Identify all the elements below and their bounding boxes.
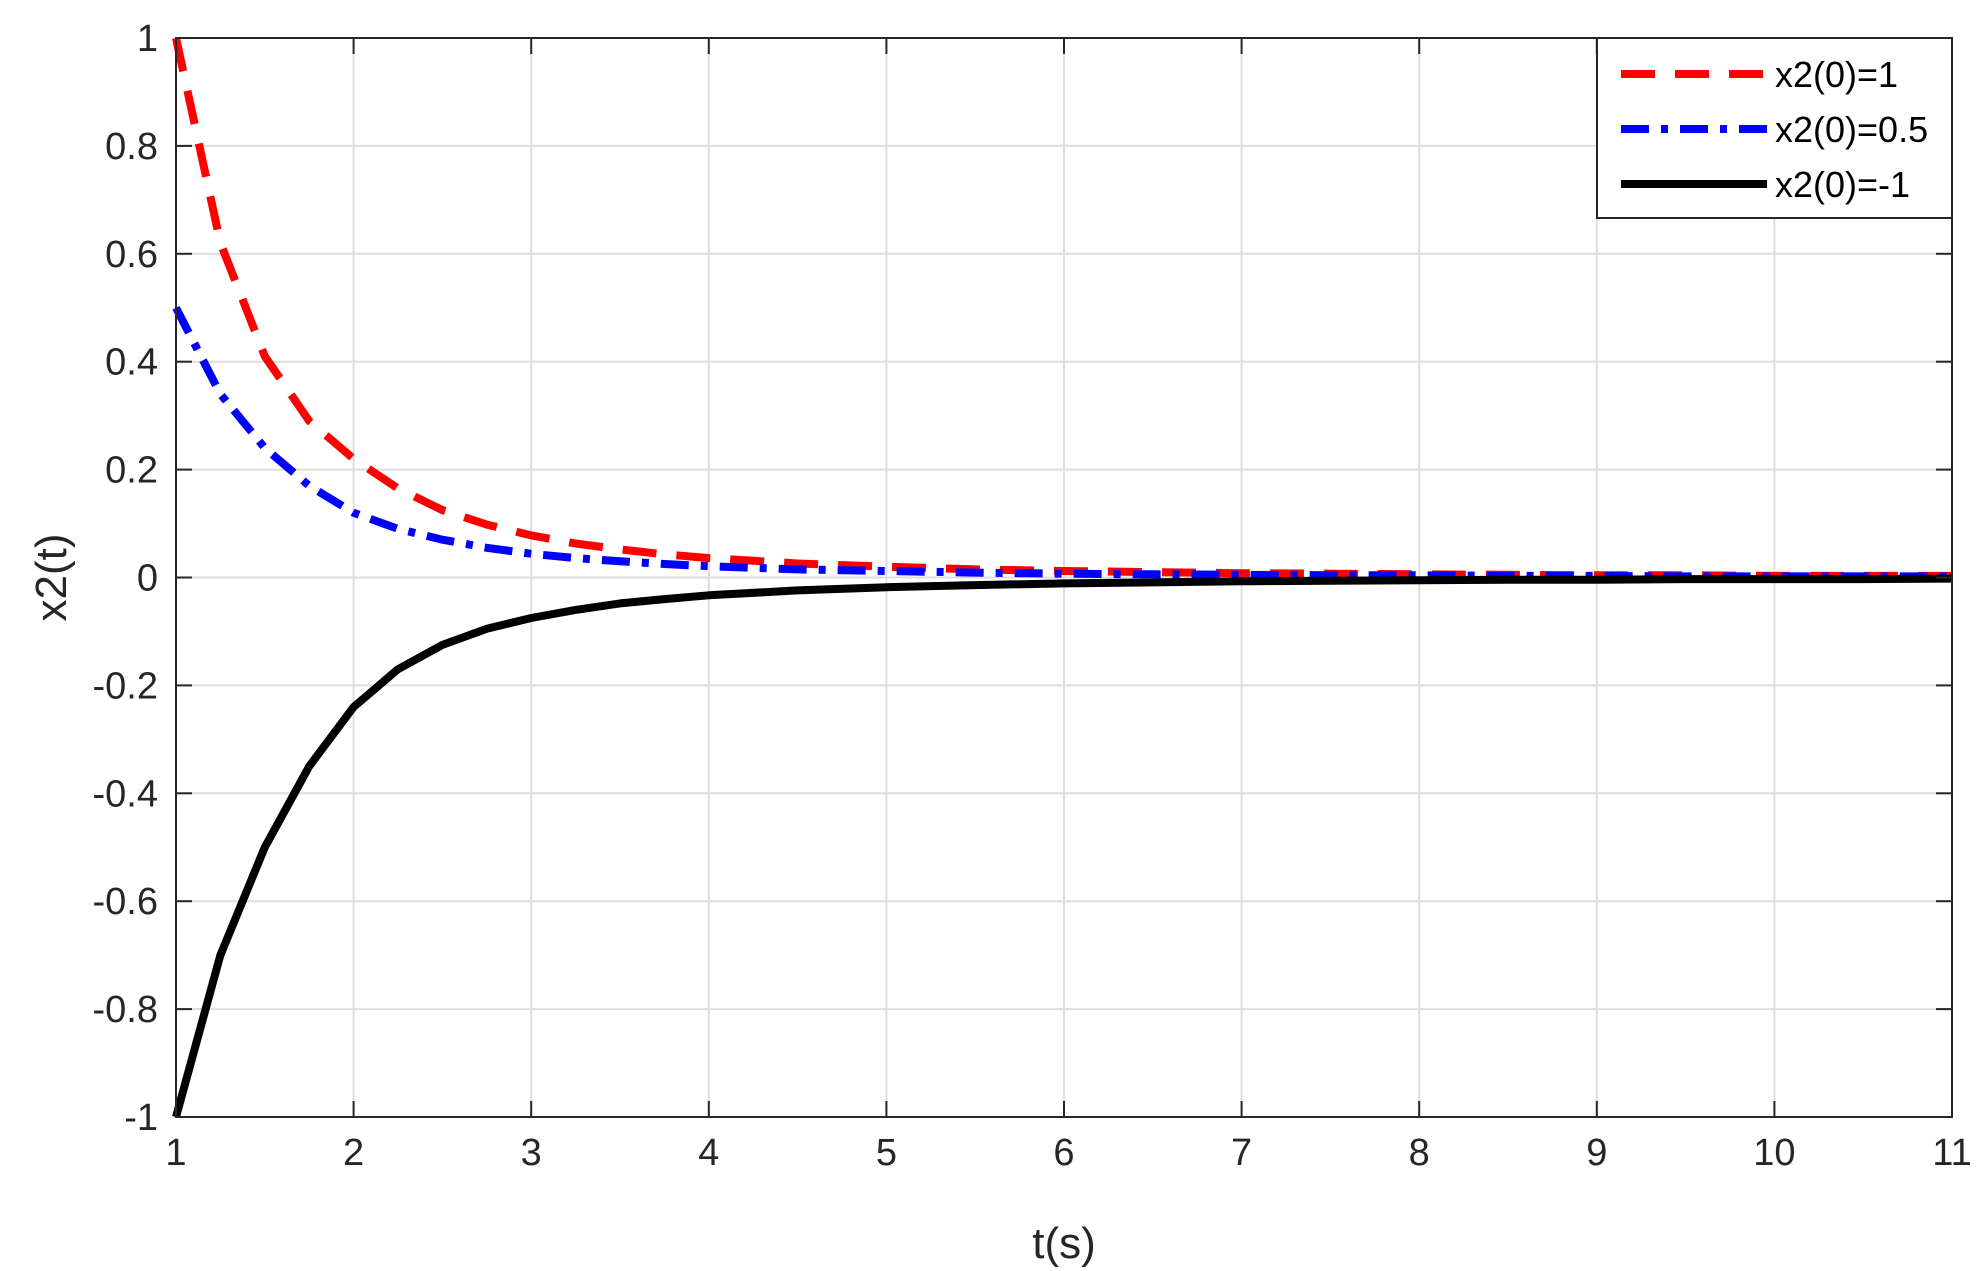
tick-marks — [175, 37, 1953, 1118]
y-tick-label: 1 — [137, 18, 158, 60]
y-tick-label: 0 — [137, 558, 158, 600]
legend: x2(0)=1 x2(0)=0.5 x2(0)=-1 — [1596, 37, 1953, 219]
y-tick-label: 0.2 — [105, 450, 158, 492]
x-tick-label: 3 — [521, 1132, 542, 1174]
series-layer — [172, 37, 1953, 1119]
y-tick-label: 0.8 — [105, 126, 158, 168]
y-axis-label: x2(t) — [27, 534, 76, 622]
y-tick-label: -0.2 — [93, 665, 158, 707]
y-tick-label: -1 — [124, 1097, 158, 1139]
x-tick-label: 10 — [1753, 1132, 1795, 1174]
x-tick-label: 2 — [343, 1132, 364, 1174]
legend-label: x2(0)=1 — [1775, 54, 1898, 95]
y-tick-label: 0.4 — [105, 342, 158, 384]
legend-label: x2(0)=-1 — [1775, 164, 1910, 205]
y-tick-label: -0.8 — [93, 989, 158, 1031]
x-tick-label: 5 — [876, 1132, 897, 1174]
series-line-2 — [172, 574, 1953, 1119]
legend-label: x2(0)=0.5 — [1775, 109, 1928, 150]
x-tick-label: 11 — [1932, 1132, 1971, 1174]
y-tick-label: -0.6 — [93, 881, 158, 923]
x-tick-label: 6 — [1053, 1132, 1074, 1174]
x-tick-label: 4 — [698, 1132, 719, 1174]
x-tick-label: 9 — [1586, 1132, 1607, 1174]
x-tick-label: 8 — [1409, 1132, 1430, 1174]
y-tick-label: 0.6 — [105, 234, 158, 276]
tick-labels: 1 2 3 4 5 6 7 8 9 10 11 -1 -0.8 -0.6 -0.4 -0.2 0 0.2 0.4 0.… — [93, 18, 1972, 1174]
x-tick-label: 1 — [165, 1132, 186, 1174]
x-tick-label: 7 — [1231, 1132, 1252, 1174]
y-tick-label: -0.4 — [93, 773, 158, 815]
x-axis-label: t(s) — [1032, 1219, 1096, 1268]
